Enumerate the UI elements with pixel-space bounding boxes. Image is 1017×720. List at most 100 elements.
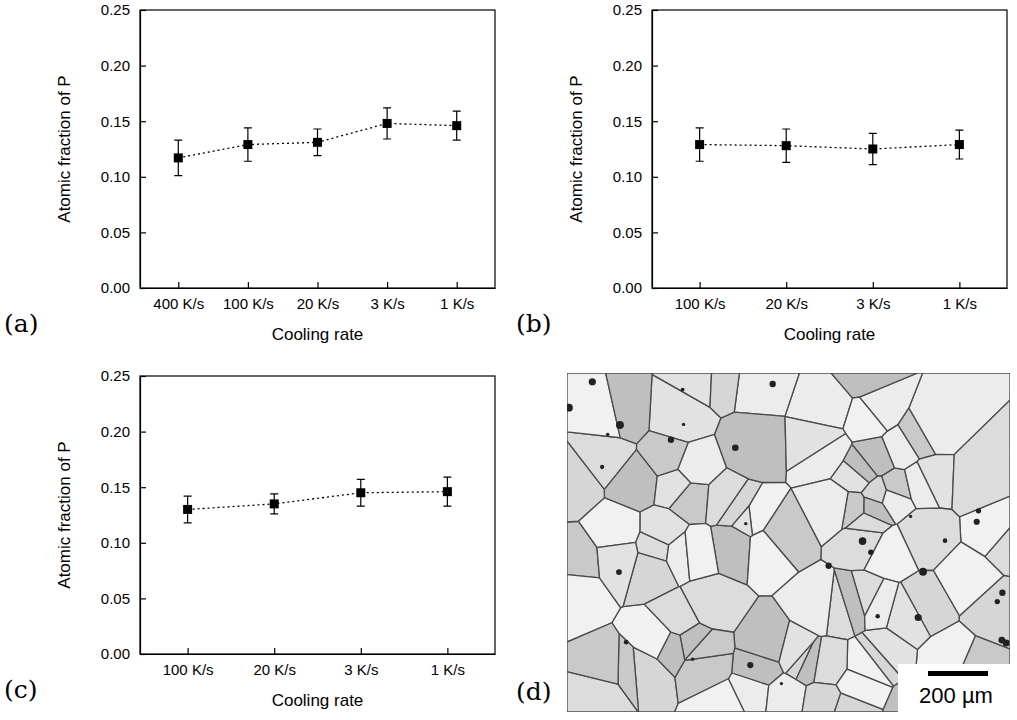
y-tick-mark (652, 10, 658, 11)
y-tick-label: 0.05 (101, 224, 130, 241)
grain (959, 576, 1010, 649)
micrograph (567, 373, 1010, 712)
y-tick-label: 0.10 (101, 168, 130, 185)
y-tick: 0.20 (613, 57, 658, 74)
x-tick-mark (447, 648, 448, 654)
y-tick-label: 0.20 (613, 57, 642, 74)
y-tick-mark (140, 121, 146, 122)
y-tick-mark (140, 543, 146, 544)
y-tick: 0.25 (613, 1, 658, 18)
inclusion (915, 614, 922, 621)
y-tick-mark (140, 487, 146, 488)
y-tick-mark (652, 121, 658, 122)
grain (636, 431, 688, 476)
marker (868, 145, 877, 154)
x-tick-mark (387, 282, 388, 288)
inclusion (999, 590, 1005, 596)
x-tick: 20 K/s (765, 282, 808, 312)
grain (766, 673, 806, 712)
x-tick-mark (959, 282, 960, 288)
marks (695, 128, 964, 165)
marker (270, 499, 279, 508)
marker (356, 488, 365, 497)
inclusion (769, 381, 775, 387)
x-tick-mark (361, 648, 362, 654)
y-axis-title: Atomic fraction of P (55, 75, 74, 222)
y-axis-title: Atomic fraction of P (55, 441, 74, 588)
y-axis-line (140, 11, 141, 289)
x-tick: 1 K/s (431, 648, 465, 678)
x-tick-label: 100 K/s (675, 295, 726, 312)
y-tick-mark (140, 177, 146, 178)
x-tick: 1 K/s (440, 282, 474, 312)
data-line (178, 123, 456, 157)
y-tick-mark (140, 232, 146, 233)
marks (183, 477, 452, 523)
x-tick-mark (457, 282, 458, 288)
error-bar (244, 128, 252, 161)
grain (567, 441, 604, 522)
inclusion (567, 404, 573, 412)
x-axis-line (141, 288, 496, 289)
inclusion (747, 662, 753, 668)
y-axis: 0.00 0.05 0.10 0.15 0.20 0.25 (101, 1, 146, 296)
y-tick: 0.10 (613, 168, 658, 185)
x-tick-label: 20 K/s (253, 661, 296, 678)
y-tick-mark (140, 376, 146, 377)
y-tick: 0.05 (613, 224, 658, 241)
inclusion (600, 465, 604, 469)
x-axis-title: Cooling rate (784, 325, 876, 344)
inclusion (681, 388, 685, 392)
inclusion (606, 433, 610, 437)
x-tick: 100 K/s (223, 282, 274, 312)
grain (606, 373, 652, 444)
y-tick-label: 0.15 (101, 113, 130, 130)
y-tick: 0.05 (101, 590, 146, 607)
marker (955, 140, 964, 149)
x-tick: 3 K/s (371, 282, 405, 312)
y-tick: 0.10 (101, 168, 146, 185)
y-tick-label: 0.25 (613, 1, 642, 18)
inclusion (998, 637, 1005, 644)
y-tick-mark (140, 65, 146, 66)
y-tick: 0.15 (101, 113, 146, 130)
x-tick: 3 K/s (856, 282, 890, 312)
y-tick: 0.10 (101, 534, 146, 551)
inclusion (909, 515, 912, 518)
inclusion (732, 444, 739, 451)
y-tick-mark (652, 232, 658, 233)
grain (785, 417, 846, 472)
y-tick-mark (652, 65, 658, 66)
x-axis-title: Cooling rate (272, 325, 364, 344)
y-tick: 0.00 (101, 279, 146, 296)
x-tick: 100 K/s (163, 648, 214, 678)
x-tick-label: 1 K/s (440, 295, 474, 312)
x-axis: 100 K/s 20 K/s 3 K/s 1 K/s (141, 648, 496, 678)
y-tick-label: 0.25 (101, 1, 130, 18)
y-tick: 0.20 (101, 423, 146, 440)
x-tick-label: 1 K/s (943, 295, 977, 312)
grain (651, 373, 711, 407)
panel: 0.000.050.100.150.200.25100 K/s20 K/s3 K… (516, 1, 1008, 344)
inclusion (875, 614, 879, 618)
y-tick: 0.20 (101, 57, 146, 74)
x-axis-line (653, 288, 1008, 289)
error-bar (443, 477, 451, 506)
y-tick-mark (140, 432, 146, 433)
plot-frame (140, 10, 495, 288)
grain (710, 373, 739, 418)
grain (802, 682, 841, 712)
y-axis-line (140, 377, 141, 655)
marker (183, 505, 192, 514)
y-tick-label: 0.00 (101, 279, 130, 296)
y-tick-label: 0.20 (101, 423, 130, 440)
y-tick-label: 0.25 (101, 367, 130, 384)
x-tick-mark (786, 282, 787, 288)
y-axis-line (652, 11, 653, 289)
x-tick-label: 400 K/s (153, 295, 204, 312)
error-bar (357, 479, 365, 506)
inclusion (668, 437, 674, 443)
micrograph-ground (567, 373, 1010, 712)
x-tick: 3 K/s (344, 648, 378, 678)
grain (597, 542, 638, 607)
